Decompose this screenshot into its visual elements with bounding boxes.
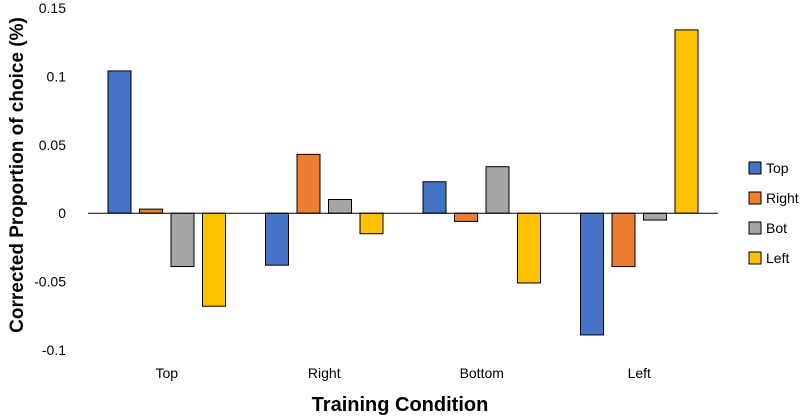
y-tick-label: 0.1	[47, 68, 67, 84]
bar-top-bottom	[422, 181, 447, 214]
x-category-label: Bottom	[460, 365, 504, 381]
y-tick-label: -0.05	[34, 274, 66, 290]
legend-swatch-bot	[748, 221, 762, 235]
bar-bot-right	[328, 199, 352, 214]
bars	[107, 29, 699, 336]
y-tick-label: 0.15	[39, 0, 66, 16]
y-axis-title: Corrected Proportion of choice (%)	[7, 17, 28, 333]
bar-bot-bottom	[485, 166, 510, 214]
legend-swatch-top	[748, 161, 762, 175]
x-category-label: Left	[628, 365, 651, 381]
legend: Top Right Bot Left	[748, 160, 799, 266]
y-tick-label: 0	[58, 205, 66, 221]
x-category-label: Right	[308, 365, 341, 381]
bar-left-left	[674, 29, 699, 214]
y-tick-label: 0.05	[39, 137, 66, 153]
legend-swatch-right	[748, 191, 762, 205]
y-tick-label: -0.1	[42, 342, 66, 358]
bar-right-top	[139, 208, 163, 214]
legend-swatch-left	[748, 251, 762, 265]
bar-right-left	[611, 212, 636, 268]
category-labels: Top Right Bottom Left	[155, 365, 651, 381]
x-axis-title: Training Condition	[312, 394, 489, 416]
legend-label-left: Left	[766, 250, 789, 266]
bar-left-bottom	[517, 212, 541, 284]
bar-right-right	[296, 153, 321, 214]
bar-left-right	[359, 212, 384, 235]
legend-label-top: Top	[766, 160, 789, 176]
bar-bot-left	[643, 212, 667, 221]
legend-label-right: Right	[766, 190, 799, 206]
bar-right-bottom	[454, 212, 478, 222]
bar-top-right	[265, 212, 289, 266]
bar-left-top	[202, 212, 226, 307]
y-axis: 0.15 0.1 0.05 0 -0.05 -0.1	[34, 0, 66, 358]
bar-top-left	[580, 212, 604, 336]
bar-bot-top	[170, 212, 195, 268]
legend-label-bot: Bot	[766, 220, 787, 236]
x-category-label: Top	[155, 365, 178, 381]
bar-top-top	[107, 70, 132, 214]
